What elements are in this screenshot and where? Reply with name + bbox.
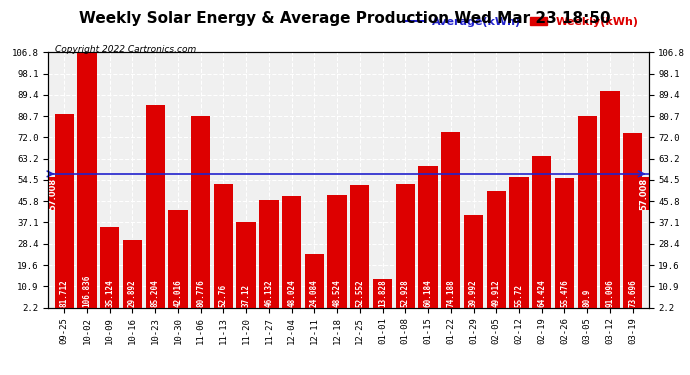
Text: 52.76: 52.76 [219,284,228,307]
Bar [555,178,574,313]
Text: 24.084: 24.084 [310,279,319,307]
Bar [282,196,302,313]
Bar [395,184,415,313]
Text: Weekly Solar Energy & Average Production Wed Mar 23 18:50: Weekly Solar Energy & Average Production… [79,11,611,26]
Bar [509,177,529,313]
Text: 48.524: 48.524 [333,279,342,307]
Text: 42.016: 42.016 [173,279,182,307]
Bar [123,240,142,313]
Text: 64.424: 64.424 [538,279,546,307]
Bar [168,210,188,313]
Text: 48.024: 48.024 [287,279,296,307]
Bar [441,132,460,313]
Bar [100,227,119,313]
Bar [259,200,279,313]
Text: 60.184: 60.184 [424,279,433,307]
Text: 57.008: 57.008 [640,177,649,210]
Bar [237,222,256,313]
Text: 49.912: 49.912 [492,279,501,307]
Text: 85.204: 85.204 [150,279,159,307]
Text: Copyright 2022 Cartronics.com: Copyright 2022 Cartronics.com [55,45,197,54]
Text: 29.892: 29.892 [128,279,137,307]
Bar [532,156,551,313]
Text: 39.992: 39.992 [469,279,478,307]
Text: 37.12: 37.12 [241,284,250,307]
Bar [77,53,97,313]
Text: 46.132: 46.132 [264,279,273,307]
Text: 35.124: 35.124 [105,279,114,307]
Text: 13.828: 13.828 [378,279,387,307]
Text: 52.928: 52.928 [401,279,410,307]
Legend: Average(kWh), Weekly(kWh): Average(kWh), Weekly(kWh) [402,12,643,31]
Bar [418,166,437,313]
Bar [350,185,369,313]
Bar [55,114,74,313]
Text: 55.476: 55.476 [560,279,569,307]
Bar [464,215,483,313]
Bar [600,91,620,313]
Bar [486,191,506,313]
Bar [146,105,165,313]
Text: 81.712: 81.712 [60,279,69,307]
Text: 80.9: 80.9 [583,288,592,307]
Bar [578,116,597,313]
Text: 55.72: 55.72 [515,284,524,307]
Text: 80.776: 80.776 [196,279,205,307]
Text: 74.188: 74.188 [446,279,455,307]
Bar [191,116,210,313]
Text: 73.696: 73.696 [628,279,637,307]
Bar [373,279,392,313]
Text: 52.552: 52.552 [355,279,364,307]
Bar [305,254,324,313]
Text: 57.008: 57.008 [48,177,57,210]
Bar [328,195,347,313]
Text: 91.096: 91.096 [605,279,614,307]
Text: 106.836: 106.836 [83,274,92,307]
Bar [214,184,233,313]
Bar [623,133,642,313]
